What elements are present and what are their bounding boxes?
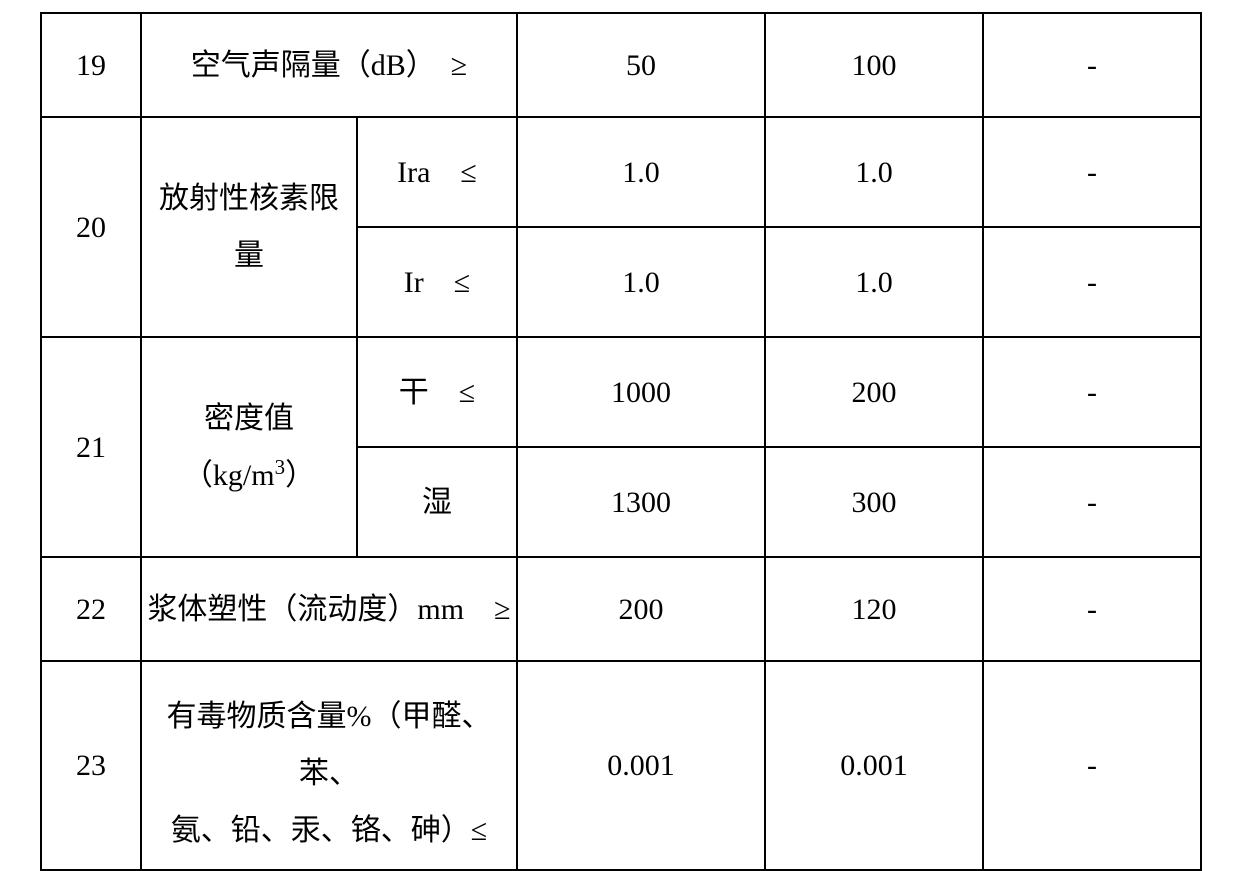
row-name-text: 密度值（kg/m3） (183, 402, 315, 492)
row-number: 22 (41, 557, 141, 661)
row-name-line-2: 量 (234, 239, 264, 272)
table-row: 23 有毒物质含量%（甲醛、苯、 氨、铅、汞、铬、砷）≤ 0.001 0.001… (41, 661, 1201, 870)
row-subname: 湿 (357, 447, 517, 557)
table-row: 22 浆体塑性（流动度）mm ≥ 200 120 - (41, 557, 1201, 661)
row-value-3: - (983, 661, 1201, 870)
row-value-1: 1.0 (517, 227, 765, 337)
row-value-2: 200 (765, 337, 983, 447)
row-value-1: 200 (517, 557, 765, 661)
row-name-line-1: 有毒物质含量%（甲醛、苯、 (167, 700, 492, 790)
row-value-1: 0.001 (517, 661, 765, 870)
row-value-3: - (983, 117, 1201, 227)
spec-table: 19 空气声隔量（dB） ≥ 50 100 - 20 放射性核素限 量 Ira … (40, 12, 1202, 871)
row-name: 浆体塑性（流动度）mm ≥ (141, 557, 517, 661)
row-number: 23 (41, 661, 141, 870)
row-value-1: 1.0 (517, 117, 765, 227)
row-value-3: - (983, 337, 1201, 447)
table-row: 21 密度值（kg/m3） 干 ≤ 1000 200 - (41, 337, 1201, 447)
row-value-2: 0.001 (765, 661, 983, 870)
row-value-1: 1300 (517, 447, 765, 557)
row-value-3: - (983, 13, 1201, 117)
row-number: 21 (41, 337, 141, 557)
row-name: 有毒物质含量%（甲醛、苯、 氨、铅、汞、铬、砷）≤ (141, 661, 517, 870)
table-row: 19 空气声隔量（dB） ≥ 50 100 - (41, 13, 1201, 117)
row-name: 空气声隔量（dB） ≥ (141, 13, 517, 117)
table-row: 20 放射性核素限 量 Ira ≤ 1.0 1.0 - (41, 117, 1201, 227)
row-value-2: 1.0 (765, 227, 983, 337)
row-value-2: 1.0 (765, 117, 983, 227)
row-name-line-1: 放射性核素限 (159, 182, 339, 215)
row-name: 密度值（kg/m3） (141, 337, 357, 557)
row-subname: Ira ≤ (357, 117, 517, 227)
row-number: 19 (41, 13, 141, 117)
row-value-3: - (983, 447, 1201, 557)
row-value-1: 1000 (517, 337, 765, 447)
row-value-2: 300 (765, 447, 983, 557)
row-name-line-2: 氨、铅、汞、铬、砷）≤ (171, 814, 487, 847)
row-name: 放射性核素限 量 (141, 117, 357, 337)
spec-table-wrapper: 19 空气声隔量（dB） ≥ 50 100 - 20 放射性核素限 量 Ira … (40, 12, 1200, 871)
row-value-2: 120 (765, 557, 983, 661)
row-value-3: - (983, 227, 1201, 337)
row-subname: Ir ≤ (357, 227, 517, 337)
row-value-3: - (983, 557, 1201, 661)
row-number: 20 (41, 117, 141, 337)
row-value-1: 50 (517, 13, 765, 117)
row-value-2: 100 (765, 13, 983, 117)
row-subname: 干 ≤ (357, 337, 517, 447)
